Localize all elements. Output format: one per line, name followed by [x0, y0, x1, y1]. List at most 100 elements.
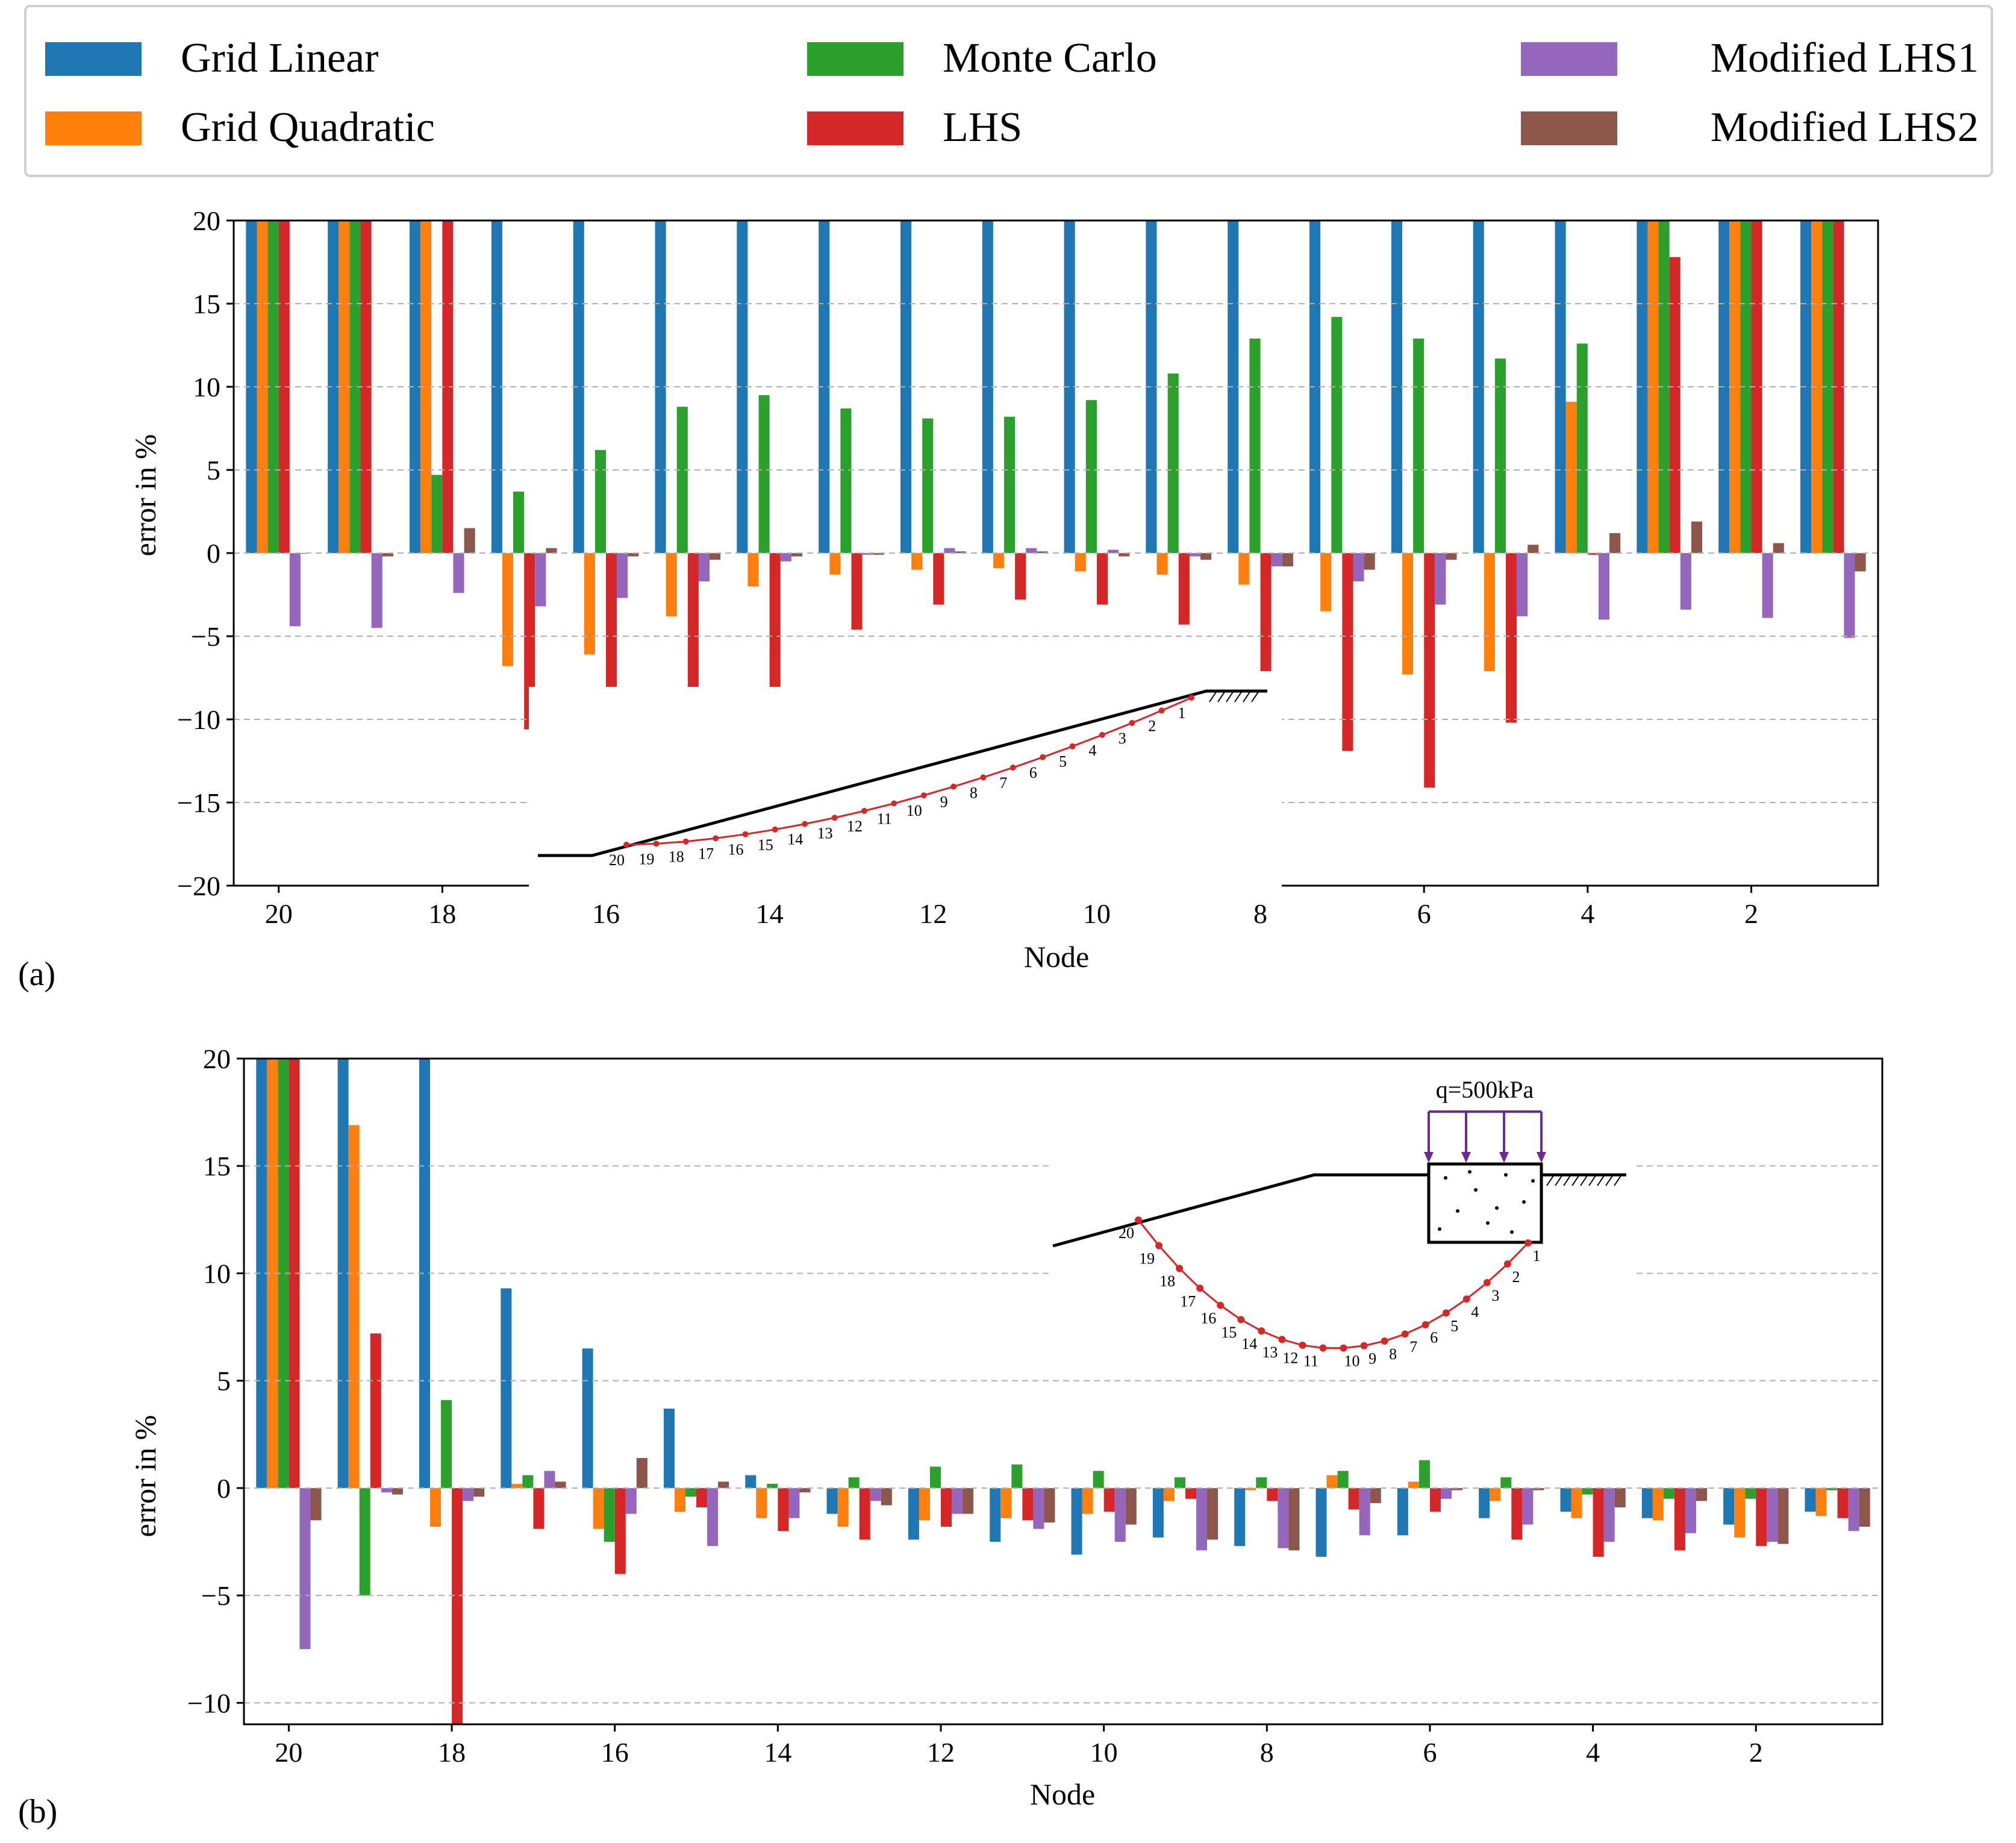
y-tick-label: −5 [201, 1580, 231, 1611]
bar-grid-quadratic-node-8 [1245, 1488, 1256, 1491]
bar-lhs-node-8 [1260, 553, 1272, 671]
slip-node-label: 2 [1148, 717, 1156, 734]
bar-grid-linear-node-9 [1152, 1488, 1164, 1538]
bar-modified-lhs2-node-7 [1370, 1488, 1381, 1503]
slip-node-label: 12 [1282, 1350, 1298, 1367]
bar-modified-lhs1-node-5 [1517, 553, 1528, 616]
bar-monte-carlo-node-16 [604, 1488, 615, 1542]
bar-grid-quadratic-node-10 [1075, 553, 1086, 572]
bar-modified-lhs2-node-2 [1773, 543, 1784, 553]
bar-modified-lhs2-node-6 [1446, 553, 1457, 560]
plot-frame [243, 1057, 1883, 1726]
slip-node-point [1462, 1295, 1470, 1303]
slip-node-label: 14 [1241, 1335, 1257, 1353]
x-tick-label: 8 [1260, 1737, 1274, 1768]
bar-lhs-node-5 [1506, 553, 1517, 723]
bar-grid-quadratic-node-17 [511, 1483, 523, 1488]
bar-lhs-node-7 [1342, 553, 1353, 751]
bar-modified-lhs1-node-20 [289, 553, 301, 627]
bar-modified-lhs2-node-15 [718, 1482, 729, 1488]
bar-modified-lhs2-node-1 [1855, 553, 1866, 572]
bar-grid-quadratic-node-15 [666, 553, 677, 616]
slip-node-label: 3 [1491, 1287, 1499, 1304]
x-tick-label: 12 [927, 1737, 955, 1768]
legend-label: LHS [943, 104, 1022, 151]
bar-lhs-node-3 [1669, 257, 1681, 553]
y-tick-label: 5 [207, 455, 220, 486]
bar-monte-carlo-node-3 [1663, 1488, 1674, 1499]
footing-aggregate [1522, 1200, 1526, 1204]
bar-monte-carlo-node-9 [1174, 1477, 1185, 1488]
load-arrow-head [1499, 1152, 1509, 1163]
slip-node-label: 4 [1471, 1303, 1479, 1321]
footing-aggregate [1531, 1179, 1535, 1183]
bar-grid-linear-node-15 [663, 1409, 675, 1488]
y-tick-label: −10 [177, 704, 220, 735]
bar-lhs-node-6 [1424, 553, 1435, 788]
bar-modified-lhs2-node-18 [464, 528, 475, 553]
slip-node-point [1340, 1344, 1347, 1352]
bar-monte-carlo-node-5 [1494, 358, 1506, 553]
bar-modified-lhs1-node-7 [1359, 1488, 1370, 1536]
ground-hatch [1243, 690, 1251, 702]
bar-modified-lhs2-node-8 [1282, 553, 1293, 567]
y-tick-label: 20 [193, 205, 220, 236]
bar-grid-quadratic-node-5 [1484, 553, 1495, 671]
bar-modified-lhs2-node-8 [1288, 1488, 1300, 1551]
ground-hatch [1571, 1174, 1580, 1186]
x-tick-label: 8 [1253, 898, 1267, 929]
ground-hatch [1226, 690, 1234, 702]
legend-frame [24, 5, 1993, 177]
y-tick-label: 0 [217, 1473, 231, 1504]
slip-node-point [623, 842, 629, 848]
bar-lhs-node-18 [452, 1488, 463, 1724]
bar-modified-lhs1-node-8 [1278, 1488, 1289, 1548]
ground-hatch [1234, 690, 1243, 702]
bar-modified-lhs1-node-16 [625, 1488, 637, 1514]
load-arrow-head [1424, 1152, 1434, 1163]
bar-modified-lhs1-node-1 [1844, 553, 1855, 638]
legend-label: Grid Quadratic [181, 104, 435, 151]
bar-grid-quadratic-node-3 [1652, 1488, 1664, 1521]
bar-grid-quadratic-node-8 [1238, 553, 1250, 585]
ground-hatch [1597, 1174, 1605, 1186]
slip-node-label: 3 [1119, 730, 1126, 747]
bar-monte-carlo-node-12 [929, 1466, 941, 1488]
bar-monte-carlo-node-11 [1003, 416, 1016, 553]
bar-lhs-node-16 [614, 1488, 626, 1574]
bar-lhs-node-7 [1348, 1488, 1359, 1510]
ground-hatch [1217, 690, 1226, 702]
bar-monte-carlo-node-15 [685, 1488, 697, 1497]
footing-aggregate [1438, 1227, 1441, 1231]
bar-lhs-node-3 [1674, 1488, 1685, 1551]
slip-node-point [1299, 1341, 1306, 1349]
bar-modified-lhs1-node-19 [381, 1488, 392, 1493]
slip-node-label: 11 [877, 810, 892, 828]
slip-node-label: 15 [758, 836, 773, 854]
bar-modified-lhs1-node-16 [617, 553, 628, 598]
bar-modified-lhs1-node-4 [1598, 553, 1610, 620]
x-tick-label: 20 [265, 898, 293, 929]
x-tick-label: 10 [1083, 898, 1111, 929]
bar-modified-lhs1-node-12 [944, 548, 955, 553]
bar-lhs-node-2 [1756, 1488, 1767, 1547]
bar-modified-lhs2-node-13 [873, 553, 884, 555]
bar-modified-lhs2-node-13 [881, 1488, 892, 1506]
bar-grid-quadratic-node-9 [1156, 553, 1168, 575]
slip-node-point [713, 835, 719, 842]
bar-modified-lhs2-node-15 [710, 553, 721, 560]
slip-node-point [1010, 765, 1016, 771]
bar-monte-carlo-node-11 [1011, 1464, 1023, 1488]
slip-node-point [1401, 1330, 1409, 1338]
x-tick-label: 10 [1090, 1737, 1118, 1768]
x-tick-label: 14 [756, 898, 784, 929]
bar-monte-carlo-node-4 [1582, 1488, 1593, 1495]
x-tick-label: 2 [1749, 1737, 1763, 1768]
bar-lhs-node-10 [1096, 553, 1108, 605]
x-tick-label: 18 [428, 898, 456, 929]
slip-node-label: 13 [1262, 1344, 1278, 1361]
footing-aggregate [1456, 1209, 1459, 1213]
slip-node-point [1099, 731, 1105, 738]
bar-lhs-node-12 [933, 553, 944, 605]
slip-node-point [1442, 1309, 1450, 1317]
